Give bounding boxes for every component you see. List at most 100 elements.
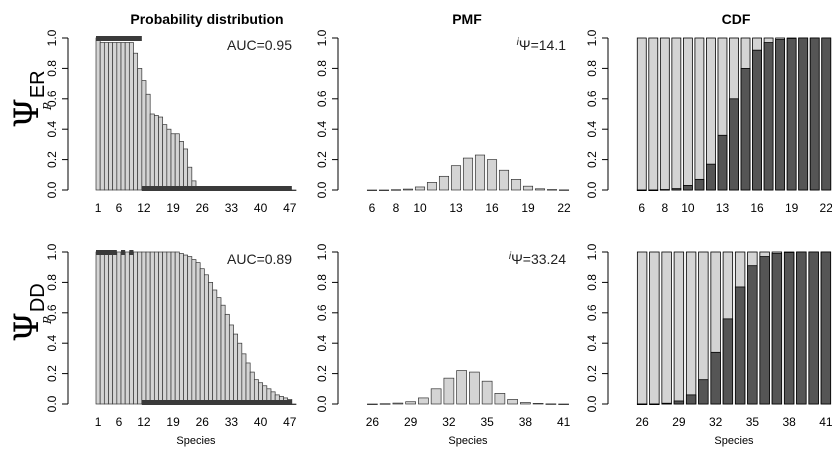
cdf-bar-lower (775, 39, 786, 191)
panel-annotation: iΨ=33.24 (509, 251, 566, 267)
presence-segment (96, 36, 142, 41)
x-tick-label: 19 (166, 201, 180, 215)
y-tick-label: 0.0 (45, 395, 59, 412)
bar (228, 324, 234, 405)
bar (522, 185, 534, 191)
x-tick-label: 35 (480, 415, 494, 429)
x-axis-label: Species (714, 435, 754, 447)
panel-title: PMF (452, 11, 482, 27)
cdf-bar-lower (673, 400, 685, 405)
x-tick-label: 26 (196, 201, 210, 215)
panel-annotation: AUC=0.95 (227, 37, 292, 53)
row-symbol: ΨDD (7, 283, 49, 342)
bar (133, 251, 139, 405)
bar (510, 179, 522, 191)
cdf-bar-lower (722, 318, 734, 405)
x-tick-label: 33 (225, 201, 239, 215)
cdf-bar-lower (786, 38, 797, 191)
bar (99, 251, 105, 405)
bar (141, 80, 147, 191)
panel-prob-er: Probability distribution 0.0 0.2 0.4 0.6 0.8 1… (45, 11, 297, 215)
cdf-bar-lower (752, 49, 762, 191)
bar (378, 189, 390, 191)
y-tick-label: 0.4 (315, 335, 329, 352)
bar (507, 399, 518, 405)
x-tick-label: 1 (95, 415, 102, 429)
bar (158, 251, 164, 405)
bar (183, 254, 189, 405)
y-tick-label: 0.0 (315, 181, 329, 198)
bar (462, 157, 474, 191)
cdf-bar-upper (694, 37, 705, 191)
bar (103, 42, 109, 191)
bar (162, 251, 168, 405)
y-tick-label: 0.6 (45, 304, 59, 321)
y-tick-label: 0.2 (315, 151, 329, 168)
bar (402, 188, 414, 191)
cdf-bar-upper (685, 251, 697, 405)
bar (137, 68, 143, 191)
cdf-bar-lower (636, 189, 647, 192)
cdf-bar-lower (685, 394, 697, 405)
y-tick-label: 0.8 (315, 60, 329, 77)
bar (149, 251, 155, 405)
bar (145, 93, 151, 191)
bar (426, 182, 438, 191)
x-tick-label: 22 (820, 201, 832, 215)
cdf-bar-lower (671, 188, 682, 191)
bar (108, 42, 114, 191)
bar (145, 251, 151, 405)
bar (158, 116, 164, 191)
cdf-bar-lower (717, 134, 728, 191)
cdf-bar-lower (809, 37, 820, 191)
cdf-bar-upper (682, 37, 693, 191)
y-tick-label: 0.8 (585, 274, 599, 291)
bar (103, 251, 109, 405)
bar (191, 259, 197, 405)
y-tick-label: 0.6 (315, 304, 329, 321)
annotation-prefix: i (517, 37, 520, 48)
cdf-bar-lower (729, 98, 739, 191)
x-tick-label: 19 (521, 201, 535, 215)
bar (237, 342, 243, 405)
bar (133, 52, 139, 191)
y-tick-label: 0.6 (315, 90, 329, 107)
bar (216, 297, 222, 405)
bar (245, 362, 251, 405)
bar (166, 251, 172, 405)
bar (187, 256, 193, 405)
x-tick-label: 8 (661, 201, 668, 215)
y-tick-label: 0.6 (585, 90, 599, 107)
cdf-bar-lower (636, 403, 648, 406)
y-tick-label: 0.2 (45, 151, 59, 168)
y-tick-label: 0.8 (45, 60, 59, 77)
x-tick-label: 38 (519, 415, 533, 429)
bar (112, 42, 118, 191)
y-tick-label: 0.2 (585, 151, 599, 168)
y-tick-label: 0.8 (315, 274, 329, 291)
cdf-bar-lower (798, 37, 809, 191)
annotation-value: Ψ=33.24 (511, 251, 566, 267)
cdf-bar-upper (659, 37, 670, 191)
cdf-bar-lower (706, 163, 716, 191)
bar (149, 113, 155, 191)
cdf-bar-lower (648, 189, 659, 192)
cdf-bar-lower (747, 265, 758, 405)
x-tick-label: 13 (449, 201, 463, 215)
bar (366, 189, 378, 191)
x-tick-label: 29 (404, 415, 418, 429)
bar (178, 141, 184, 191)
y-tick-label: 0.8 (45, 274, 59, 291)
y-tick-label: 0.0 (45, 181, 59, 198)
x-tick-label: 35 (746, 415, 760, 429)
psi-symbol: Ψ (7, 98, 47, 128)
x-tick-label: 12 (137, 415, 151, 429)
y-tick-label: 1.0 (315, 243, 329, 260)
y-tick-label: 0.0 (585, 181, 599, 198)
bar (170, 133, 176, 191)
x-tick-label: 10 (681, 201, 695, 215)
bar (203, 274, 209, 405)
cdf-bar-lower (682, 185, 693, 191)
